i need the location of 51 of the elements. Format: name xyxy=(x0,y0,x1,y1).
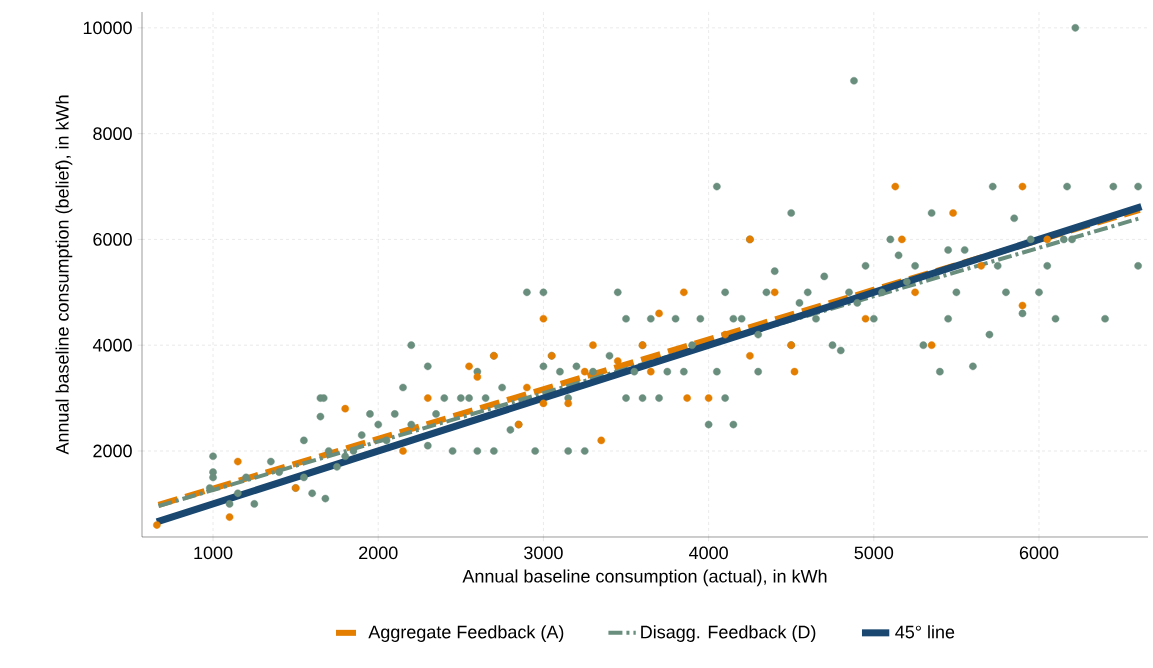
point xyxy=(423,394,432,402)
x-tick-label: 6000 xyxy=(1019,546,1059,560)
point xyxy=(911,288,919,297)
y-tick-label: 10000 xyxy=(83,21,132,35)
point xyxy=(473,373,482,381)
point xyxy=(1018,301,1027,310)
point xyxy=(861,314,870,323)
point xyxy=(589,341,597,350)
y-tick-label: 6000 xyxy=(93,233,132,246)
point xyxy=(225,513,234,521)
point xyxy=(523,383,531,392)
point xyxy=(539,314,548,323)
point xyxy=(770,288,779,297)
x-axis-title: Annual baseline consumption (actual), in kWh xyxy=(462,569,827,587)
point xyxy=(977,262,985,270)
point xyxy=(564,399,572,408)
legend-label: Disagg. Feedback (D) xyxy=(641,625,816,642)
y-tick-label: 8000 xyxy=(93,127,132,141)
x-tick-label: 2000 xyxy=(359,546,398,560)
x-tick-label: 4000 xyxy=(689,546,728,560)
x-tick-label: 5000 xyxy=(854,546,894,560)
y-tick-label: 2000 xyxy=(93,444,132,458)
point xyxy=(465,362,473,371)
point xyxy=(704,394,713,402)
point xyxy=(153,521,161,529)
point xyxy=(399,447,407,455)
x-tick-label: 3000 xyxy=(524,546,563,560)
point xyxy=(683,394,691,402)
point xyxy=(647,367,655,376)
legend-label: Aggregate Feedback (A) xyxy=(368,625,564,642)
point xyxy=(680,288,688,297)
point xyxy=(341,404,349,413)
point xyxy=(949,209,957,217)
y-axis-title: Annual baseline consumption (belief), in kWh xyxy=(55,95,73,455)
point xyxy=(746,351,754,360)
point xyxy=(898,235,906,244)
x-tick-label: 1000 xyxy=(194,546,233,560)
point xyxy=(234,457,242,466)
point xyxy=(580,367,589,376)
point xyxy=(1018,182,1027,191)
point xyxy=(655,309,663,318)
legend-label: 45° line xyxy=(895,625,955,639)
point xyxy=(539,399,548,408)
point xyxy=(927,341,936,350)
point xyxy=(613,357,622,365)
point xyxy=(721,330,729,339)
point xyxy=(790,367,799,376)
point xyxy=(1043,235,1052,244)
y-tick-label: 4000 xyxy=(92,338,132,352)
point xyxy=(891,182,900,191)
point xyxy=(597,436,606,445)
